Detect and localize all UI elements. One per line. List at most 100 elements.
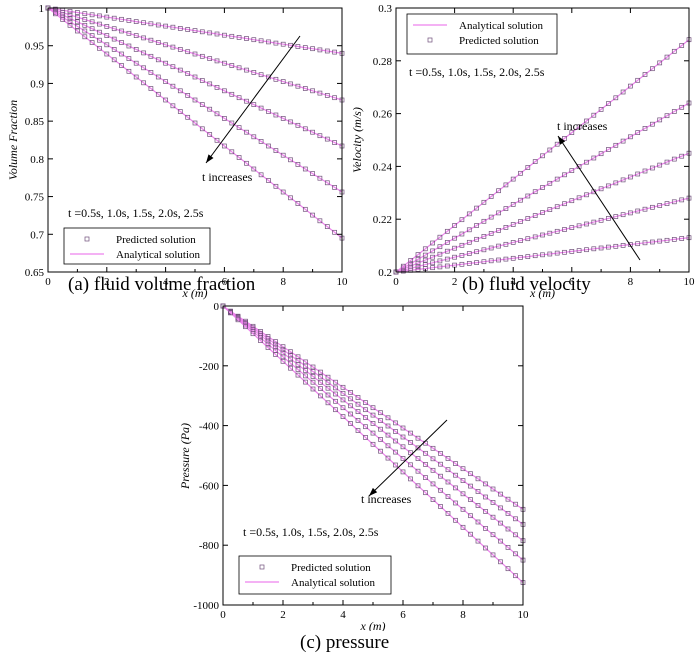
predicted-marker xyxy=(532,189,538,195)
y-tick-label: 0.2 xyxy=(378,267,392,279)
predicted-marker xyxy=(288,365,293,371)
predicted-marker xyxy=(355,401,361,407)
predicted-marker xyxy=(303,368,308,373)
predicted-marker xyxy=(468,531,473,537)
y-tick-label: 0.24 xyxy=(373,161,393,173)
analytical-line-2.5s xyxy=(47,7,343,239)
predicted-marker xyxy=(525,254,531,259)
predicted-marker xyxy=(265,341,271,347)
predicted-marker xyxy=(348,390,353,395)
predicted-marker xyxy=(415,445,421,451)
predicted-marker xyxy=(310,369,316,374)
predicted-marker xyxy=(415,468,421,474)
t-increases-label: t increases xyxy=(202,170,253,184)
predicted-marker xyxy=(280,152,286,158)
predicted-marker xyxy=(584,118,589,124)
predicted-marker xyxy=(562,249,567,255)
predicted-marker xyxy=(453,472,458,478)
predicted-marker xyxy=(111,57,117,63)
predicted-marker xyxy=(325,392,331,398)
predicted-marker xyxy=(400,425,406,431)
predicted-marker xyxy=(67,9,73,14)
predicted-marker xyxy=(438,461,443,467)
predicted-marker xyxy=(513,516,518,522)
predicted-marker xyxy=(378,437,383,442)
predicted-marker xyxy=(438,504,443,509)
predicted-marker xyxy=(510,202,516,207)
predicted-marker xyxy=(510,255,516,261)
predicted-marker xyxy=(177,109,183,114)
predicted-marker xyxy=(280,79,286,84)
predicted-marker xyxy=(483,526,488,531)
predicted-marker xyxy=(460,478,466,483)
predicted-marker xyxy=(620,177,626,183)
predicted-marker xyxy=(576,124,582,130)
predicted-marker xyxy=(303,373,308,379)
predicted-marker xyxy=(475,489,481,494)
predicted-marker xyxy=(363,435,368,440)
predicted-marker xyxy=(332,229,337,235)
predicted-marker xyxy=(488,258,494,264)
y-tick-label: 0.28 xyxy=(373,56,393,68)
predicted-marker xyxy=(251,134,257,140)
predicted-marker xyxy=(554,228,560,234)
predicted-marker xyxy=(378,426,383,432)
predicted-marker xyxy=(170,24,176,30)
y-tick-label: 0.85 xyxy=(25,116,45,128)
predicted-marker xyxy=(236,35,242,40)
predicted-marker xyxy=(280,358,286,364)
predicted-marker xyxy=(532,159,538,164)
analytical-line-2.0s xyxy=(395,102,690,273)
predicted-marker xyxy=(258,72,264,78)
predicted-marker xyxy=(475,503,481,508)
predicted-marker xyxy=(453,461,458,466)
predicted-marker xyxy=(423,462,428,467)
predicted-marker xyxy=(671,109,677,114)
predicted-marker xyxy=(650,165,655,171)
predicted-marker xyxy=(273,183,279,189)
x-tick-label: 6 xyxy=(222,276,228,288)
analytical-line-1.5s xyxy=(222,305,524,542)
predicted-marker xyxy=(75,19,80,25)
predicted-marker xyxy=(452,254,457,260)
predicted-marker xyxy=(141,35,146,41)
predicted-marker xyxy=(532,213,538,218)
predicted-marker xyxy=(363,424,368,430)
predicted-marker xyxy=(348,411,353,417)
predicted-marker xyxy=(635,77,641,83)
predicted-marker xyxy=(525,193,531,199)
predicted-marker xyxy=(408,440,413,445)
predicted-marker xyxy=(170,44,176,50)
predicted-marker xyxy=(562,201,567,207)
predicted-marker xyxy=(295,367,301,372)
predicted-marker xyxy=(317,175,323,181)
predicted-marker xyxy=(606,216,611,221)
predicted-marker xyxy=(460,524,466,530)
predicted-marker xyxy=(185,71,191,76)
predicted-marker xyxy=(295,83,301,89)
predicted-marker xyxy=(295,162,301,167)
predicted-marker xyxy=(468,471,473,477)
predicted-marker xyxy=(385,455,391,461)
predicted-marker xyxy=(642,168,648,174)
predicted-marker xyxy=(126,43,132,49)
predicted-marker xyxy=(310,129,315,135)
predicted-marker xyxy=(400,263,406,269)
predicted-marker xyxy=(466,227,472,233)
predicted-marker xyxy=(468,513,473,519)
predicted-marker xyxy=(185,49,191,55)
predicted-marker xyxy=(562,227,567,232)
predicted-marker xyxy=(490,486,496,492)
predicted-marker xyxy=(488,214,494,220)
y-tick-label: 0.75 xyxy=(25,192,45,204)
predicted-marker xyxy=(170,64,176,70)
predicted-marker xyxy=(642,240,648,246)
predicted-marker xyxy=(483,494,488,500)
predicted-marker xyxy=(192,28,198,33)
x-tick-label: 10 xyxy=(518,609,530,621)
predicted-marker xyxy=(317,133,323,139)
predicted-marker xyxy=(503,182,509,188)
predicted-marker xyxy=(288,157,293,163)
predicted-marker xyxy=(133,33,139,38)
predicted-marker xyxy=(192,74,198,80)
